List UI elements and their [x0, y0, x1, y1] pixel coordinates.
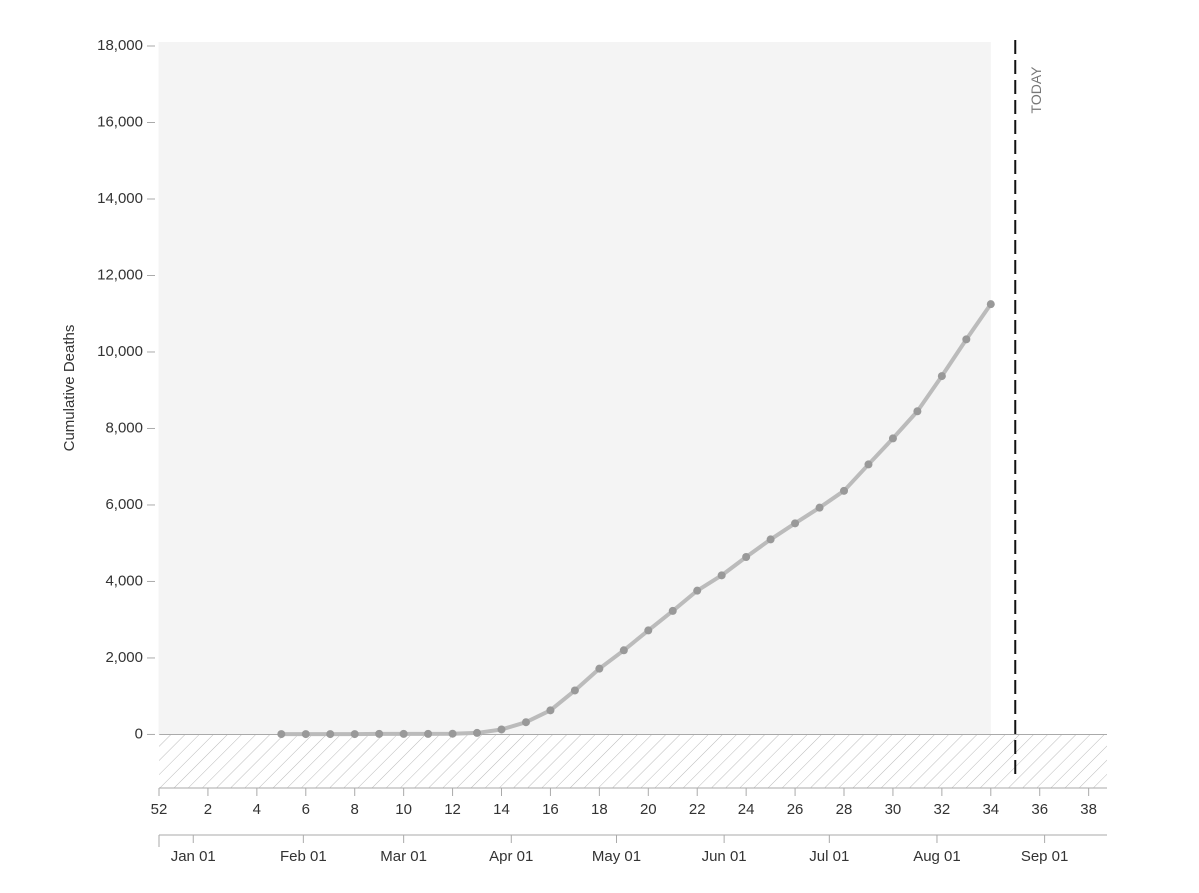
x-tick-label: 36 [1031, 801, 1048, 818]
y-axis-label: Cumulative Deaths [61, 325, 78, 452]
month-tick-label: Sep 01 [1021, 848, 1069, 865]
data-point [913, 407, 922, 416]
x-tick-label: 32 [934, 801, 951, 818]
x-tick-label: 14 [493, 801, 510, 818]
data-point [962, 335, 971, 344]
x-tick-label: 38 [1080, 801, 1097, 818]
data-point [375, 729, 384, 738]
y-tick-label: 14,000 [97, 190, 143, 207]
x-tick-label: 6 [302, 801, 310, 818]
y-tick-label: 4,000 [105, 572, 143, 589]
data-point [888, 434, 897, 443]
x-tick-label: 12 [444, 801, 461, 818]
data-point [986, 300, 995, 309]
data-point [815, 503, 824, 512]
data-point [326, 730, 335, 739]
y-tick-label: 6,000 [105, 496, 143, 513]
month-tick-label: Jan 01 [171, 848, 216, 865]
data-point [277, 730, 286, 739]
negative-region [159, 734, 1107, 788]
y-tick-label: 10,000 [97, 343, 143, 360]
y-tick-label: 0 [135, 725, 143, 742]
plot-background [159, 42, 991, 735]
data-point [399, 729, 408, 738]
x-tick-label: 52 [151, 801, 168, 818]
data-point [497, 725, 506, 734]
y-tick-label: 18,000 [97, 37, 143, 54]
data-point [644, 626, 653, 635]
data-point [840, 486, 849, 495]
x-tick-label: 8 [351, 801, 359, 818]
x-tick-label: 28 [836, 801, 853, 818]
data-point [595, 664, 604, 673]
y-tick-label: 12,000 [97, 266, 143, 283]
x-tick-label: 30 [885, 801, 902, 818]
month-tick-label: May 01 [592, 848, 641, 865]
data-point [717, 571, 726, 580]
data-point [791, 519, 800, 528]
y-tick-label: 8,000 [105, 419, 143, 436]
data-point [424, 729, 433, 738]
x-tick-label: 24 [738, 801, 755, 818]
x-tick-label: 22 [689, 801, 706, 818]
month-tick-label: Aug 01 [913, 848, 961, 865]
data-point [864, 460, 873, 469]
data-line [281, 303, 993, 737]
x-tick-label: 10 [395, 801, 412, 818]
data-point [742, 552, 751, 561]
data-point [521, 718, 530, 727]
data-point [570, 686, 579, 695]
data-point [668, 606, 677, 615]
data-point [546, 706, 555, 715]
data-point [473, 728, 482, 737]
x-tick-label: 34 [982, 801, 999, 818]
month-tick-label: Jun 01 [702, 848, 747, 865]
x-tick-label: 16 [542, 801, 559, 818]
data-point [693, 586, 702, 595]
data-point [766, 535, 775, 544]
y-tick-label: 16,000 [97, 113, 143, 130]
x-tick-label: 26 [787, 801, 804, 818]
month-tick-label: Feb 01 [280, 848, 327, 865]
month-tick-label: Jul 01 [809, 848, 849, 865]
data-point [301, 730, 310, 739]
today-label: TODAY [1028, 66, 1044, 114]
data-point [619, 646, 628, 655]
x-tick-label: 20 [640, 801, 657, 818]
data-point [937, 372, 946, 381]
x-tick-label: 18 [591, 801, 608, 818]
month-tick-label: Mar 01 [380, 848, 427, 865]
data-point [350, 730, 359, 739]
x-tick-label: 2 [204, 801, 212, 818]
x-tick-label: 4 [253, 801, 261, 818]
data-point [448, 729, 457, 738]
y-tick-label: 2,000 [105, 649, 143, 666]
month-tick-label: Apr 01 [489, 848, 533, 865]
